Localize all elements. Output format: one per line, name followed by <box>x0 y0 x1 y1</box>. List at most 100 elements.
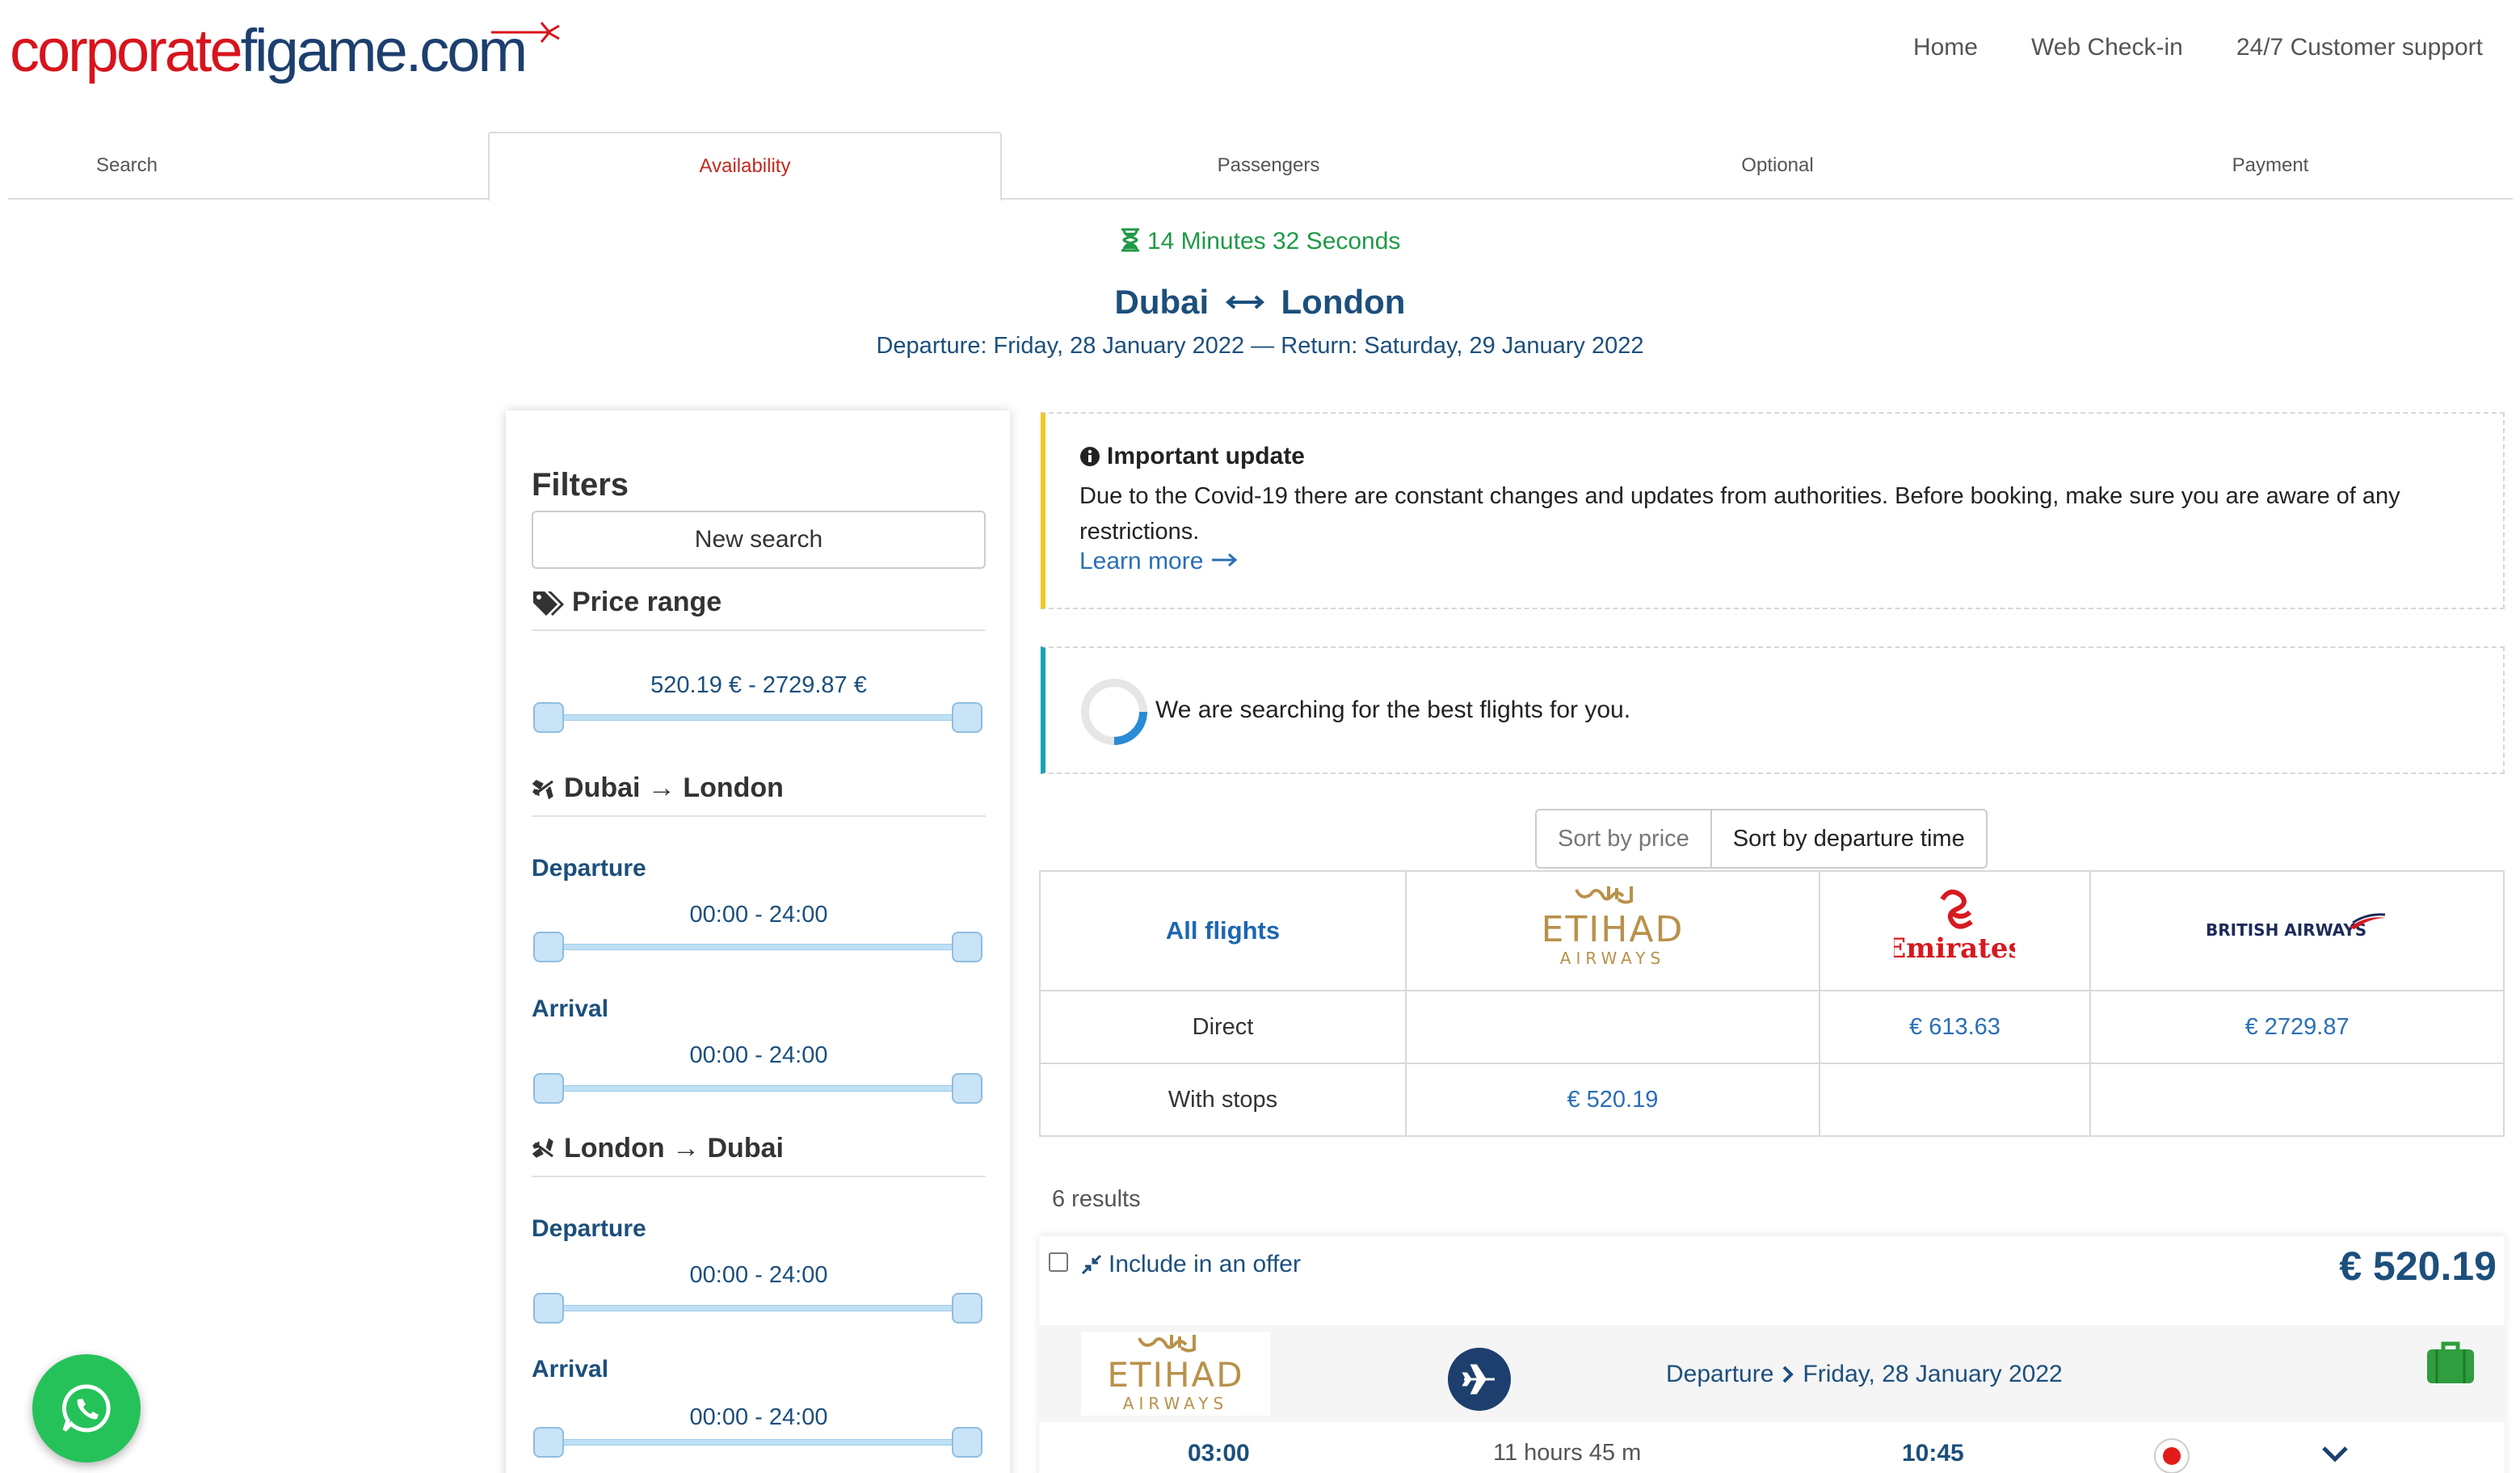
row-direct-label: Direct <box>1039 990 1407 1064</box>
chevron-down-icon[interactable] <box>2320 1441 2350 1466</box>
slider-max-handle[interactable] <box>952 1073 982 1104</box>
compress-arrows-icon <box>1081 1254 1102 1275</box>
booking-steps: Search Availability Passengers Optional … <box>8 132 2513 201</box>
notice-title: Important update <box>1107 443 1305 469</box>
inbound-departure-slider[interactable] <box>533 1293 982 1324</box>
timer-text: 14 Minutes 32 Seconds <box>1146 228 1401 255</box>
price-range-heading: Price range <box>532 587 986 631</box>
price-range-slider[interactable] <box>533 702 982 733</box>
new-search-button[interactable]: New search <box>532 511 986 569</box>
hourglass-icon <box>1121 228 1139 252</box>
outbound-arrival-label: Arrival <box>532 995 609 1022</box>
filters-panel: Filters New search Price range 520.19 € … <box>506 410 1010 1473</box>
british-airways-logo-icon: BRITISH AIRWAYS <box>2206 913 2387 940</box>
results-count: 6 results <box>1052 1186 1141 1212</box>
notice-title-row: Important update <box>1079 443 1305 470</box>
price-range-title: Price range <box>572 587 722 617</box>
svg-text:AIRWAYS: AIRWAYS <box>1560 949 1665 968</box>
nav-home[interactable]: Home <box>1912 34 1978 61</box>
svg-text:AIRWAYS: AIRWAYS <box>1123 1394 1228 1413</box>
svg-text:BRITISH AIRWAYS: BRITISH AIRWAYS <box>2206 920 2366 940</box>
nav-customer-support[interactable]: 24/7 Customer support <box>2236 34 2483 61</box>
direct-etihad-price[interactable] <box>1405 990 1820 1064</box>
leg-departure-label: Departure <box>1666 1361 1774 1387</box>
etihad-leg-logo: ETIHAD AIRWAYS <box>1081 1332 1270 1416</box>
include-offer-checkbox[interactable] <box>1049 1252 1068 1272</box>
filters-title: Filters <box>532 467 629 503</box>
leg-departure-date: Friday, 28 January 2022 <box>1803 1361 2063 1387</box>
outbound-heading: Dubai → London <box>532 772 986 817</box>
leg-departure-info: Departure Friday, 28 January 2022 <box>1666 1361 2063 1388</box>
covid-notice: Important update Due to the Covid-19 the… <box>1041 412 2505 609</box>
route-title: Dubai London <box>0 283 2520 322</box>
inbound-arrival-slider[interactable] <box>533 1427 982 1458</box>
baggage-icon <box>2427 1341 2474 1383</box>
step-search[interactable]: Search <box>95 154 158 176</box>
direct-british-airways-price[interactable]: € 2729.87 <box>2089 990 2505 1064</box>
all-flights-filter[interactable]: All flights <box>1039 870 1407 991</box>
etihad-logo-icon: ETIHAD AIRWAYS <box>1542 886 1682 968</box>
outbound-departure-range: 00:00 - 24:00 <box>689 902 828 928</box>
leg-times-row: 03:00 11 hours 45 m 10:45 <box>1039 1429 2505 1473</box>
step-optional[interactable]: Optional <box>1741 154 1814 176</box>
emirates-logo-icon: Emirates <box>1886 889 2024 965</box>
travel-dates: Departure: Friday, 28 January 2022 — Ret… <box>876 333 1644 359</box>
plane-arrival-icon <box>532 1138 553 1158</box>
sort-by-price-button[interactable]: Sort by price <box>1537 810 1712 867</box>
route-to: London <box>1281 283 1406 321</box>
step-availability[interactable]: Availability <box>488 132 1002 201</box>
inbound-departure-label: Departure <box>532 1215 646 1242</box>
slider-min-handle[interactable] <box>533 1427 564 1458</box>
card-price: € 520.19 <box>2339 1244 2497 1289</box>
slider-min-handle[interactable] <box>533 702 564 733</box>
corporatefigame-logo[interactable]: corporatefigame.com <box>10 15 575 87</box>
outbound-title: Dubai → London <box>564 772 784 803</box>
slider-min-handle[interactable] <box>533 1073 564 1104</box>
sort-by-departure-button[interactable]: Sort by departure time <box>1732 825 1965 852</box>
include-offer-label[interactable]: Include in an offer <box>1081 1251 1301 1278</box>
logo-text-red: corporate <box>10 17 243 84</box>
nav-web-checkin[interactable]: Web Check-in <box>2030 34 2183 61</box>
top-navigation: Home Web Check-in 24/7 Customer support <box>1913 34 2483 61</box>
stop-indicator-icon <box>2154 1438 2190 1473</box>
outbound-departure-slider[interactable] <box>533 932 982 962</box>
airline-etihad-logo[interactable]: ETIHAD AIRWAYS <box>1405 870 1820 991</box>
sort-toggle: Sort by price Sort by departure time <box>1535 809 1988 869</box>
inbound-heading: London → Dubai <box>532 1133 986 1177</box>
stops-emirates-price[interactable] <box>1818 1063 2092 1137</box>
notice-body: Due to the Covid-19 there are constant c… <box>1079 483 2400 545</box>
slider-max-handle[interactable] <box>952 1293 982 1324</box>
slider-min-handle[interactable] <box>533 1293 564 1324</box>
include-offer-text: Include in an offer <box>1109 1251 1301 1277</box>
departure-time: 03:00 <box>1188 1440 1250 1467</box>
airline-british-airways-logo[interactable]: BRITISH AIRWAYS <box>2089 870 2505 991</box>
logo-text-blue: figame.com <box>240 17 528 84</box>
row-with-stops-label: With stops <box>1039 1063 1407 1137</box>
stops-british-airways-price[interactable] <box>2089 1063 2505 1137</box>
searching-text: We are searching for the best flights fo… <box>1155 697 1631 723</box>
plane-departure-icon <box>532 779 553 799</box>
outbound-arrival-slider[interactable] <box>533 1073 982 1104</box>
etihad-logo-icon: ETIHAD AIRWAYS <box>1107 1335 1243 1413</box>
slider-max-handle[interactable] <box>952 1427 982 1458</box>
step-payment[interactable]: Payment <box>2232 154 2309 176</box>
inbound-arrival-label: Arrival <box>532 1356 609 1383</box>
slider-min-handle[interactable] <box>533 932 564 962</box>
flight-duration: 11 hours 45 m <box>1493 1440 1642 1466</box>
stops-etihad-price[interactable]: € 520.19 <box>1405 1063 1820 1137</box>
learn-more-link[interactable]: Learn more <box>1079 548 1238 575</box>
slider-max-handle[interactable] <box>952 932 982 962</box>
tags-icon <box>533 591 564 616</box>
flight-result-card: Include in an offer € 520.19 ETIHAD AIRW… <box>1039 1236 2505 1473</box>
flight-plane-icon <box>1448 1348 1511 1411</box>
route-from: Dubai <box>1114 283 1210 321</box>
slider-max-handle[interactable] <box>952 702 982 733</box>
svg-text:Emirates: Emirates <box>1894 932 2015 965</box>
outbound-arrival-range: 00:00 - 24:00 <box>689 1042 828 1068</box>
step-passengers[interactable]: Passengers <box>1217 154 1320 176</box>
airline-emirates-logo[interactable]: Emirates <box>1818 870 2092 991</box>
learn-more-text: Learn more <box>1079 548 1204 574</box>
whatsapp-chat-button[interactable] <box>32 1354 141 1462</box>
outbound-leg-summary[interactable]: ETIHAD AIRWAYS Departure Friday, 28 Janu… <box>1039 1325 2505 1422</box>
direct-emirates-price[interactable]: € 613.63 <box>1818 990 2092 1064</box>
